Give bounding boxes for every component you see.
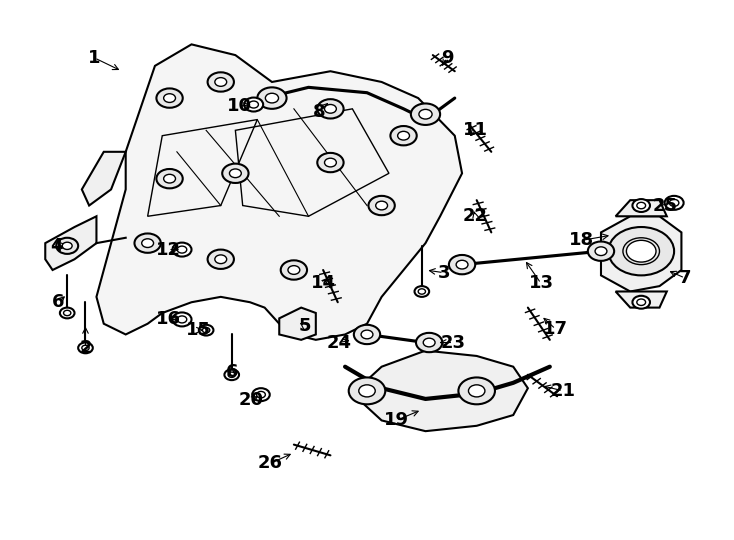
Text: 12: 12 xyxy=(156,241,181,259)
Circle shape xyxy=(664,196,683,210)
Text: 13: 13 xyxy=(528,274,553,293)
Circle shape xyxy=(215,255,227,264)
Polygon shape xyxy=(96,44,462,340)
Text: 16: 16 xyxy=(156,310,181,328)
Circle shape xyxy=(57,238,78,254)
Text: 6: 6 xyxy=(225,363,238,381)
Circle shape xyxy=(595,247,607,255)
Circle shape xyxy=(78,342,92,353)
Circle shape xyxy=(317,153,344,172)
Text: 14: 14 xyxy=(310,274,335,293)
Circle shape xyxy=(208,72,234,92)
Circle shape xyxy=(359,385,375,397)
Circle shape xyxy=(164,174,175,183)
Text: 19: 19 xyxy=(384,411,409,429)
Circle shape xyxy=(244,98,264,112)
Text: 26: 26 xyxy=(258,454,283,472)
Circle shape xyxy=(172,313,192,326)
Text: 3: 3 xyxy=(437,264,450,282)
Circle shape xyxy=(633,296,650,309)
Circle shape xyxy=(142,239,153,247)
Polygon shape xyxy=(279,308,316,340)
Circle shape xyxy=(588,241,614,261)
Circle shape xyxy=(252,388,270,401)
Text: 21: 21 xyxy=(550,382,575,400)
Circle shape xyxy=(468,385,485,397)
Circle shape xyxy=(258,87,286,109)
Circle shape xyxy=(411,104,440,125)
Polygon shape xyxy=(352,350,528,431)
Text: 17: 17 xyxy=(543,320,568,338)
Circle shape xyxy=(415,286,429,297)
Text: 1: 1 xyxy=(88,49,101,67)
Text: 15: 15 xyxy=(186,321,211,339)
Text: 20: 20 xyxy=(239,391,264,409)
Polygon shape xyxy=(601,217,681,292)
Text: 24: 24 xyxy=(327,334,352,352)
Text: 22: 22 xyxy=(462,207,487,225)
Circle shape xyxy=(419,110,432,119)
Text: 9: 9 xyxy=(441,49,454,67)
Polygon shape xyxy=(616,292,666,308)
Text: 10: 10 xyxy=(227,97,252,115)
Circle shape xyxy=(266,93,278,103)
Circle shape xyxy=(390,126,417,145)
Circle shape xyxy=(280,260,307,280)
Circle shape xyxy=(199,325,214,335)
Circle shape xyxy=(354,325,380,344)
Circle shape xyxy=(60,308,75,319)
Text: 7: 7 xyxy=(679,269,691,287)
Circle shape xyxy=(230,169,241,178)
Text: 11: 11 xyxy=(462,122,487,139)
Circle shape xyxy=(368,196,395,215)
Circle shape xyxy=(317,99,344,118)
Circle shape xyxy=(449,255,475,274)
Text: 8: 8 xyxy=(313,103,326,120)
Polygon shape xyxy=(616,200,666,217)
Circle shape xyxy=(134,233,161,253)
Circle shape xyxy=(225,369,239,380)
Circle shape xyxy=(156,89,183,108)
Circle shape xyxy=(459,377,495,404)
Text: 6: 6 xyxy=(52,293,65,311)
Circle shape xyxy=(376,201,388,210)
Circle shape xyxy=(361,330,373,339)
Text: 18: 18 xyxy=(569,232,594,249)
Circle shape xyxy=(456,260,468,269)
Circle shape xyxy=(398,131,410,140)
Circle shape xyxy=(424,338,435,347)
Circle shape xyxy=(324,104,336,113)
Circle shape xyxy=(222,164,249,183)
Circle shape xyxy=(156,169,183,188)
Circle shape xyxy=(164,94,175,103)
Circle shape xyxy=(172,242,192,256)
Circle shape xyxy=(633,199,650,212)
Circle shape xyxy=(324,158,336,167)
Text: 5: 5 xyxy=(299,318,311,335)
Circle shape xyxy=(626,240,656,262)
Text: 25: 25 xyxy=(653,197,677,214)
Text: 23: 23 xyxy=(441,334,466,352)
Text: 4: 4 xyxy=(50,237,62,255)
Circle shape xyxy=(288,266,299,274)
Circle shape xyxy=(608,227,674,275)
Circle shape xyxy=(62,242,72,249)
Polygon shape xyxy=(81,152,126,206)
Circle shape xyxy=(215,78,227,86)
Text: 2: 2 xyxy=(79,339,92,357)
Circle shape xyxy=(208,249,234,269)
Circle shape xyxy=(349,377,385,404)
Circle shape xyxy=(416,333,443,352)
Polygon shape xyxy=(46,217,96,270)
